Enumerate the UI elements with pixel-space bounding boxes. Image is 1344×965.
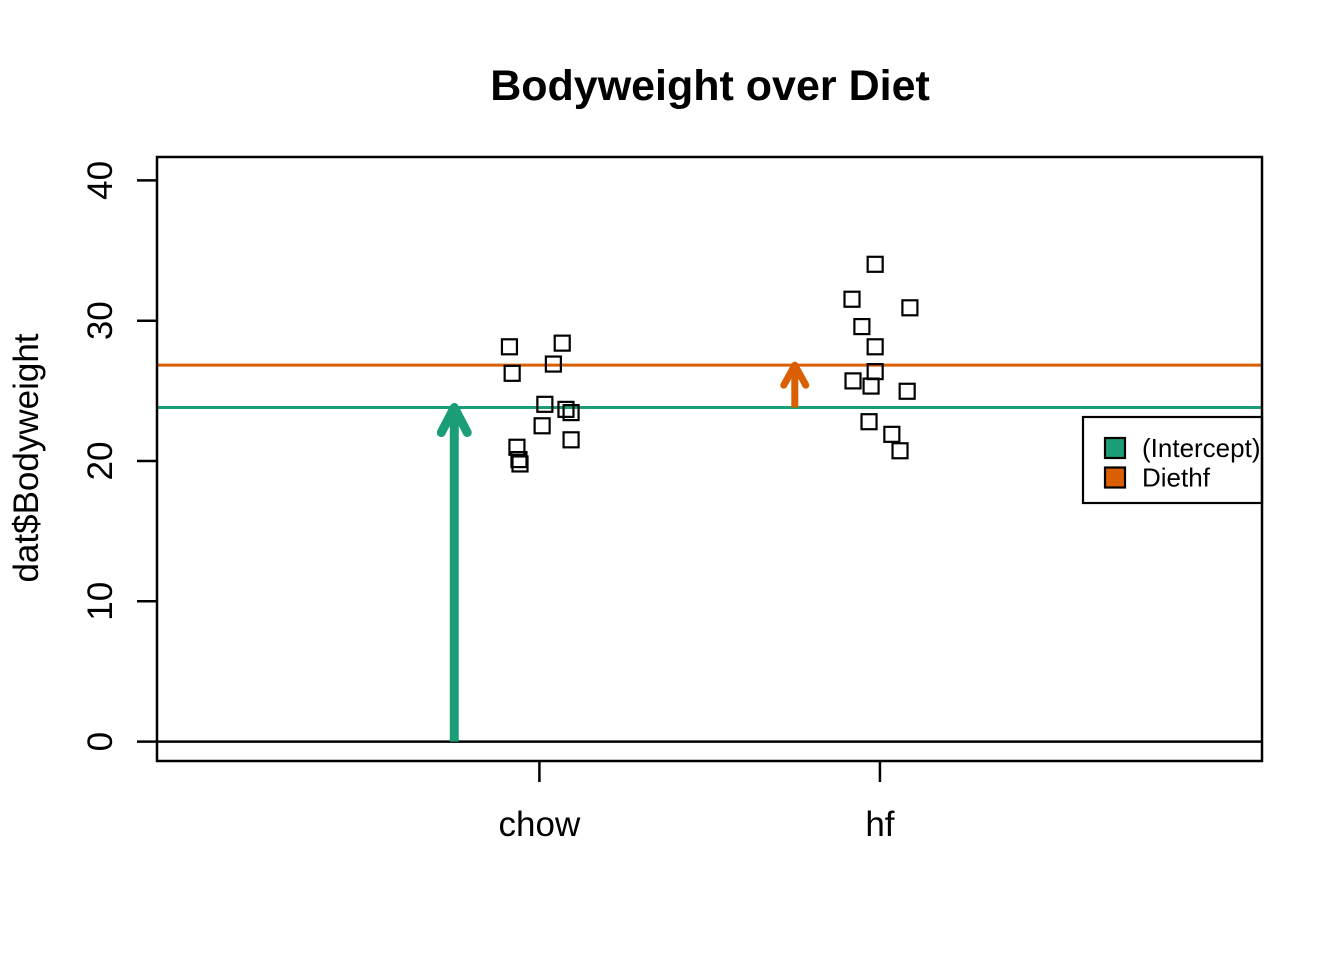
point-chow bbox=[500, 338, 519, 356]
y-axis-label: dat$Bodyweight bbox=[7, 333, 46, 582]
coefficient-arrows bbox=[436, 361, 810, 742]
reference-lines bbox=[157, 363, 1262, 743]
plot-border bbox=[155, 155, 1264, 763]
point-chow bbox=[544, 355, 562, 373]
point-hf bbox=[862, 377, 880, 395]
point-chow bbox=[533, 417, 551, 435]
point-hf bbox=[860, 413, 878, 431]
y-tick-label: 10 bbox=[81, 582, 120, 621]
plot-title: Bodyweight over Diet bbox=[490, 62, 930, 110]
point-chow bbox=[511, 455, 529, 473]
point-hf bbox=[843, 290, 861, 308]
point-hf bbox=[853, 317, 871, 336]
diethf-arrow-head bbox=[780, 361, 810, 389]
legend-label-diethf: Diethf bbox=[1142, 463, 1211, 493]
point-hf bbox=[891, 442, 909, 460]
y-tick-label: 30 bbox=[81, 301, 120, 340]
x-tick-label: chow bbox=[499, 805, 581, 844]
point-hf bbox=[866, 255, 884, 273]
intercept-arrow-head bbox=[436, 403, 472, 438]
point-hf bbox=[901, 299, 919, 317]
y-tick-label: 0 bbox=[81, 732, 120, 751]
y-tick-label: 40 bbox=[81, 161, 120, 200]
point-chow bbox=[503, 364, 521, 382]
point-hf bbox=[844, 372, 862, 390]
point-hf bbox=[898, 382, 916, 400]
point-chow bbox=[508, 438, 526, 456]
x-tick-label: hf bbox=[865, 805, 894, 844]
point-hf bbox=[883, 425, 901, 443]
point-chow bbox=[553, 334, 571, 352]
legend-label-intercept: (Intercept) bbox=[1142, 433, 1261, 463]
point-chow bbox=[562, 403, 580, 422]
axes: 0 10 20 30 40 chow hf bbox=[81, 161, 895, 844]
point-chow bbox=[557, 400, 575, 418]
legend-swatch-diethf bbox=[1103, 466, 1127, 489]
y-tick-label: 20 bbox=[81, 442, 120, 481]
data-points bbox=[500, 255, 919, 473]
legend: (Intercept)Diethf bbox=[1081, 415, 1264, 505]
legend-box bbox=[1081, 415, 1264, 505]
point-chow bbox=[536, 395, 554, 413]
legend-swatch-intercept bbox=[1103, 436, 1127, 460]
point-chow bbox=[562, 431, 580, 449]
point-hf bbox=[866, 338, 884, 356]
